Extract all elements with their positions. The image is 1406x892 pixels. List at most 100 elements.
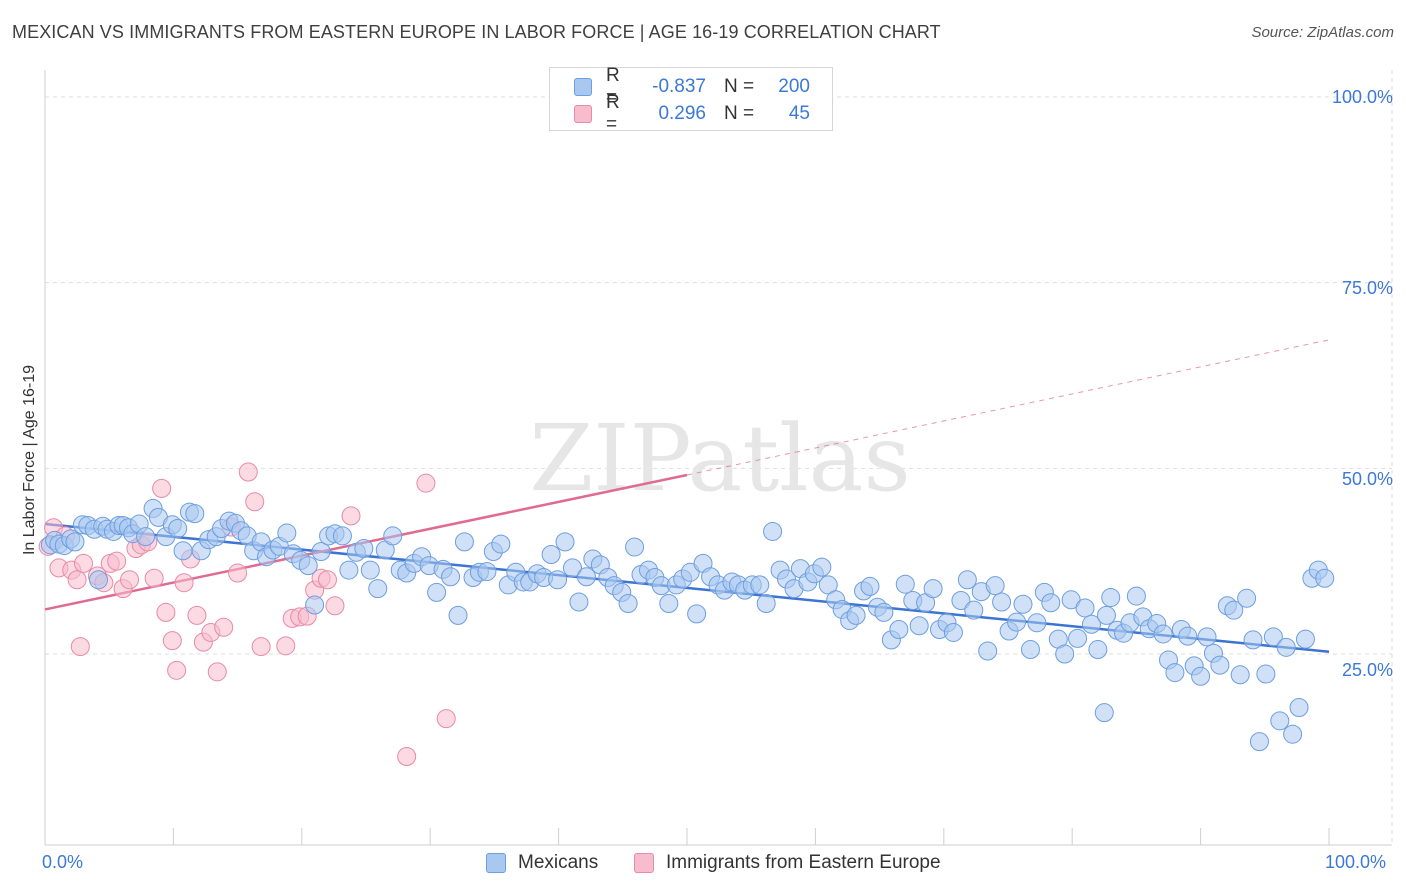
point-eastern-europe (67, 570, 87, 590)
point-mexicans (541, 544, 561, 564)
point-mexicans (1075, 598, 1095, 618)
point-mexicans (687, 604, 707, 624)
point-mexicans (1243, 630, 1263, 650)
point-mexicans (1126, 586, 1146, 606)
point-mexicans (1210, 655, 1230, 675)
point-mexicans (1081, 614, 1101, 634)
point-mexicans (1276, 637, 1296, 657)
point-mexicans (923, 579, 943, 599)
legend-r-label: R = (606, 92, 620, 135)
point-mexicans (339, 560, 359, 580)
point-mexicans (454, 532, 474, 552)
point-mexicans (1088, 640, 1108, 660)
point-mexicans (563, 558, 583, 578)
point-eastern-europe (325, 596, 345, 616)
point-mexicans (1283, 724, 1303, 744)
point-mexicans (763, 521, 783, 541)
point-eastern-europe (156, 602, 176, 622)
point-mexicans (756, 593, 776, 613)
legend-r-label: R = (606, 65, 620, 108)
point-eastern-europe (70, 637, 90, 657)
legend-swatch-mexicans (486, 853, 506, 873)
legend-item-mexicans[interactable]: Mexicans (486, 852, 598, 874)
axes (44, 70, 1392, 846)
point-mexicans (441, 567, 461, 587)
point-mexicans (173, 541, 193, 561)
point-mexicans (889, 619, 909, 639)
point-mexicans (1094, 703, 1114, 723)
point-eastern-europe (214, 617, 234, 637)
point-mexicans (576, 567, 596, 587)
point-mexicans (311, 542, 331, 562)
legend-r-value: 0.296 (658, 103, 706, 124)
point-mexicans (1165, 663, 1185, 683)
point-mexicans (1263, 627, 1283, 647)
y-tick-75: 75.0% (1341, 278, 1393, 298)
legend-n-value: 200 (778, 76, 810, 97)
legend-swatch-eastern-europe (574, 105, 592, 123)
point-mexicans (812, 557, 832, 577)
point-mexicans (1027, 613, 1047, 633)
point-eastern-europe (74, 553, 94, 573)
point-mexicans (846, 605, 866, 625)
point-eastern-europe (251, 637, 271, 657)
point-mexicans (1256, 664, 1276, 684)
chart-title: MEXICAN VS IMMIGRANTS FROM EASTERN EUROP… (12, 22, 941, 42)
point-mexicans (860, 576, 880, 596)
point-eastern-europe (174, 573, 194, 593)
point-mexicans (1315, 568, 1335, 588)
point-mexicans (569, 592, 589, 612)
point-mexicans (818, 575, 838, 595)
point-mexicans (1153, 624, 1173, 644)
legend-row-mexicans: R = -0.837 N = 200 (574, 65, 810, 108)
x-tick-0: 0.0% (42, 852, 84, 872)
legend-n-value: 45 (788, 103, 810, 124)
x-tick-100: 100.0% (1325, 852, 1387, 872)
legend-label-mexicans: Mexicans (518, 852, 599, 873)
point-mexicans (1020, 640, 1040, 660)
point-mexicans (89, 570, 108, 590)
series-mexicans (40, 498, 1335, 752)
legend-row-eastern-europe: R = 0.296 N = 45 (574, 92, 810, 135)
point-mexicans (185, 504, 205, 524)
point-mexicans (555, 532, 575, 552)
legend-swatch-mexicans (574, 78, 592, 96)
point-mexicans (1068, 628, 1088, 648)
point-mexicans (874, 602, 894, 622)
series-eastern-europe (38, 462, 456, 766)
point-mexicans (136, 527, 156, 547)
point-mexicans (477, 562, 497, 582)
point-mexicans (1249, 732, 1269, 752)
point-eastern-europe (152, 478, 172, 498)
point-mexicans (332, 526, 352, 546)
point-eastern-europe (228, 563, 248, 583)
y-tick-100: 100.0% (1331, 87, 1393, 107)
correlation-legend: R = -0.837 N = 200 R = 0.296 N = 45 (549, 65, 833, 135)
point-mexicans (1191, 666, 1211, 686)
point-mexicans (659, 593, 679, 613)
series-legend: Mexicans Immigrants from Eastern Europe (0, 852, 1406, 876)
point-mexicans (1061, 590, 1081, 610)
point-eastern-europe (144, 568, 164, 588)
y-tick-25: 25.0% (1341, 660, 1393, 680)
point-mexicans (360, 560, 380, 580)
point-mexicans (491, 534, 511, 554)
point-eastern-europe (120, 570, 140, 590)
point-eastern-europe (167, 660, 187, 680)
point-mexicans (1007, 612, 1027, 632)
point-mexicans (1096, 605, 1116, 625)
legend-n-label: N = (724, 76, 755, 97)
point-eastern-europe (107, 551, 127, 571)
point-mexicans (1295, 629, 1315, 649)
point-eastern-europe (162, 631, 182, 651)
point-mexicans (368, 579, 388, 599)
point-mexicans (618, 593, 638, 613)
point-eastern-europe (238, 462, 258, 482)
legend-n-label: N = (724, 103, 755, 124)
y-tick-50: 50.0% (1341, 469, 1393, 489)
legend-item-eastern-europe[interactable]: Immigrants from Eastern Europe (634, 852, 941, 874)
y-axis-label: In Labor Force | Age 16-19 (21, 364, 38, 556)
point-mexicans (1055, 644, 1075, 664)
point-eastern-europe (416, 473, 436, 493)
